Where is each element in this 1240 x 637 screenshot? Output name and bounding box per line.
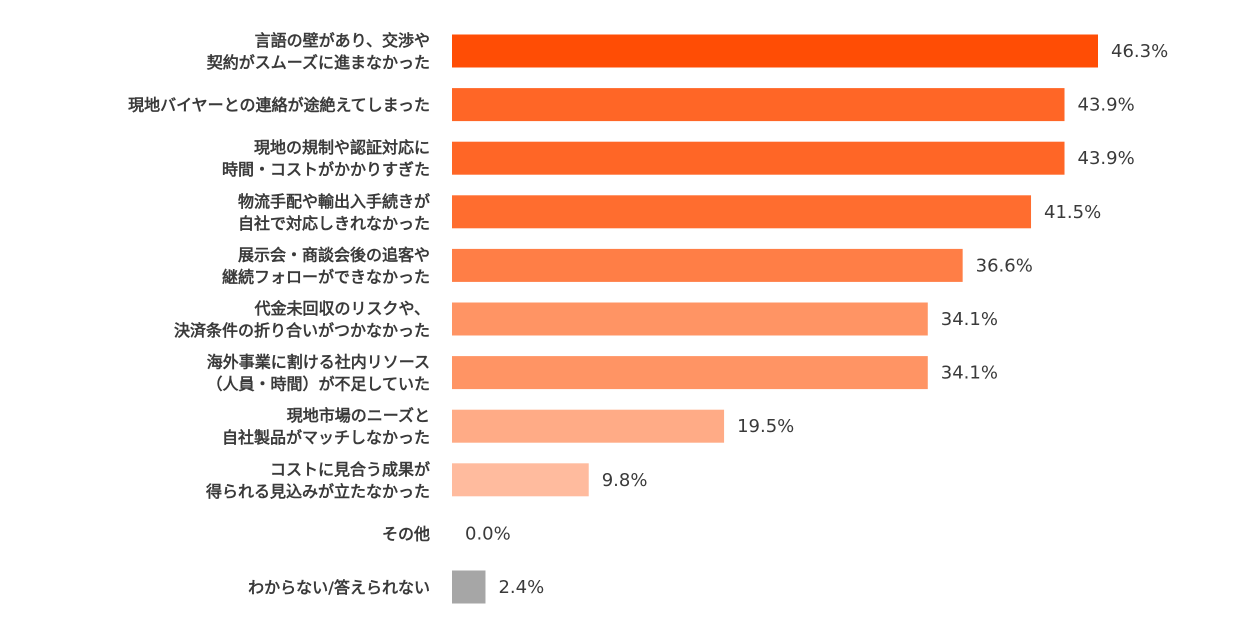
bar	[452, 302, 928, 336]
bar	[452, 195, 1032, 229]
category-label: 言語の壁があり、交渉や契約がスムーズに進まなかった	[206, 31, 430, 72]
bar	[452, 88, 1065, 122]
category-label: 代金未回収のリスクや、決済条件の折り合いがつかなかった	[174, 299, 430, 340]
category-label: 現地市場のニーズと自社製品がマッチしなかった	[222, 406, 430, 447]
bar	[452, 34, 1098, 68]
value-label: 43.9%	[1078, 95, 1135, 116]
value-label: 36.6%	[976, 255, 1033, 276]
bar	[452, 570, 486, 604]
bar	[452, 409, 725, 443]
value-label: 19.5%	[737, 416, 794, 437]
category-label: 物流手配や輸出入手続きが自社で対応しきれなかった	[238, 192, 430, 233]
category-label: その他	[382, 524, 430, 543]
bar	[452, 463, 589, 497]
category-label: 現地の規制や認証対応に時間・コストがかかりすぎた	[222, 138, 430, 179]
category-label: わからない/答えられない	[248, 578, 430, 597]
bar	[452, 141, 1065, 175]
category-label: 現地バイヤーとの連絡が途絶えてしまった	[128, 96, 430, 115]
value-label: 9.8%	[602, 470, 648, 491]
category-label: 展示会・商談会後の追客や継続フォローができなかった	[222, 245, 430, 286]
category-label: コストに見合う成果が得られる見込みが立たなかった	[205, 460, 430, 501]
value-label: 34.1%	[941, 363, 998, 384]
value-label: 34.1%	[941, 309, 998, 330]
category-label: 海外事業に割ける社内リソース（人員・時間）が不足していた	[206, 353, 430, 394]
value-label: 2.4%	[498, 577, 544, 598]
value-label: 43.9%	[1078, 148, 1135, 169]
bar	[452, 248, 963, 282]
value-label: 0.0%	[465, 523, 511, 544]
value-label: 46.3%	[1111, 41, 1168, 62]
bar	[452, 356, 928, 390]
value-label: 41.5%	[1044, 202, 1101, 223]
